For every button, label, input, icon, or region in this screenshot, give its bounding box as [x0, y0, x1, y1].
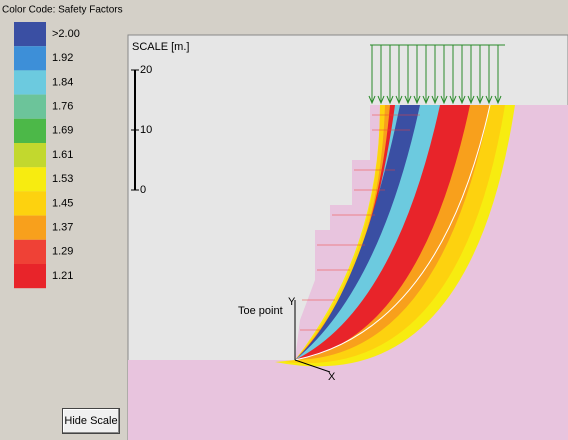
- legend-label: 1.76: [52, 101, 73, 113]
- legend-label: 1.53: [52, 173, 73, 185]
- legend-title: Color Code: Safety Factors: [2, 5, 123, 16]
- scale-tick-label: 10: [140, 124, 152, 136]
- legend-swatch: [14, 95, 46, 119]
- legend-swatch: [14, 119, 46, 143]
- legend-swatch: [14, 143, 46, 167]
- legend-label: 1.92: [52, 52, 73, 64]
- legend-swatch: [14, 240, 46, 264]
- window: Toe point Y X SCALE [m.] Color Code: Saf…: [0, 0, 568, 440]
- legend-label: 1.37: [52, 222, 73, 234]
- legend-swatch: [14, 46, 46, 70]
- scale-tick-label: 20: [140, 64, 152, 76]
- legend-swatch: [14, 191, 46, 215]
- legend-label: 1.29: [52, 246, 73, 258]
- legend-swatch: [14, 216, 46, 240]
- hide-scale-button[interactable]: Hide Scale: [62, 408, 120, 434]
- y-label: Y: [288, 296, 296, 308]
- legend-label: 1.45: [52, 197, 73, 209]
- x-label: X: [328, 371, 336, 383]
- app: {"legend": {"title": "Color Code: Safety…: [0, 0, 568, 440]
- scale-label: SCALE [m.]: [132, 41, 189, 53]
- legend-label: 1.84: [52, 76, 73, 88]
- legend-swatch: [14, 167, 46, 191]
- legend-swatch: [14, 70, 46, 94]
- legend-label: >2.00: [52, 28, 80, 40]
- legend-label: 1.61: [52, 149, 73, 161]
- scale-tick-label: 0: [140, 184, 146, 196]
- toe-label: Toe point: [238, 305, 283, 317]
- legend-label: 1.21: [52, 270, 73, 282]
- legend-label: 1.69: [52, 125, 73, 137]
- legend-swatch: [14, 22, 46, 46]
- legend-swatch: [14, 264, 46, 288]
